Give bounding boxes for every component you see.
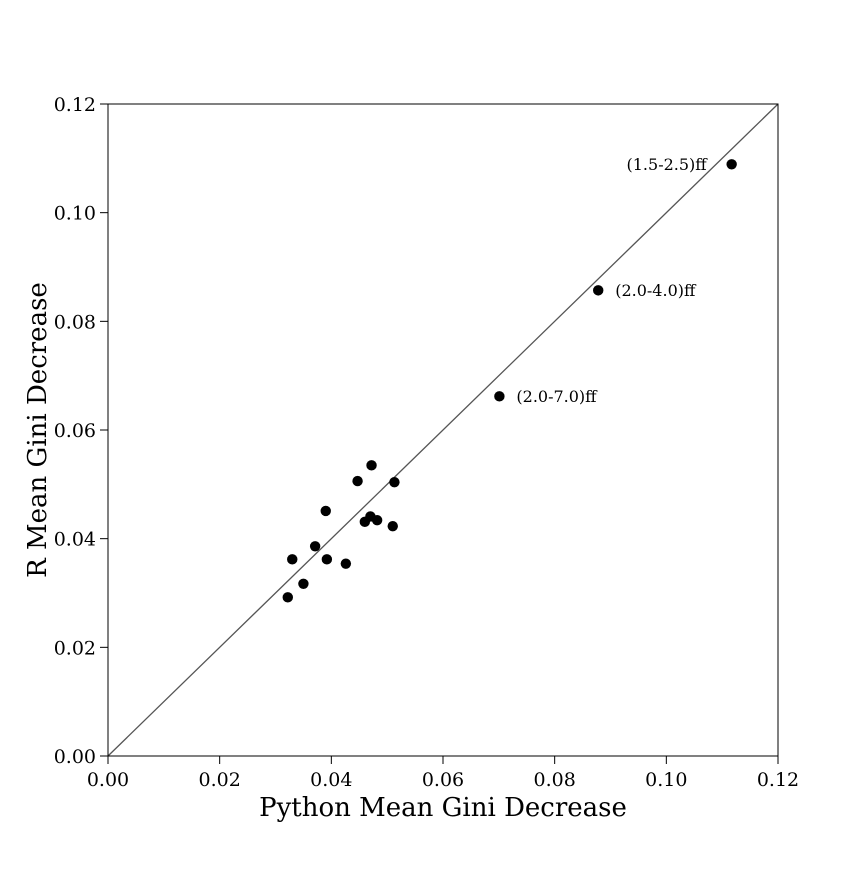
scatter-point (366, 460, 377, 471)
identity-line (107, 103, 779, 757)
y-tick-label: 0.12 (54, 94, 96, 116)
y-tick-label: 0.04 (54, 529, 96, 551)
y-tick-label: 0.08 (54, 311, 96, 333)
x-tick-label: 0.06 (422, 769, 464, 791)
x-tick-label: 0.02 (199, 769, 241, 791)
scatter-point (593, 285, 604, 296)
scatter-point (287, 554, 298, 565)
point-annotation: (2.0-7.0)ff (516, 387, 598, 406)
point-annotation: (1.5-2.5)ff (627, 155, 709, 174)
x-tick-label: 0.00 (87, 769, 129, 791)
scatter-point (298, 578, 309, 589)
scatter-point (320, 505, 331, 517)
scatter-point (389, 476, 400, 488)
y-tick-label: 0.10 (54, 203, 96, 225)
scatter-point (387, 520, 398, 532)
scatter-point (340, 558, 352, 569)
y-tick-label: 0.06 (54, 420, 96, 442)
scatter-point (321, 554, 333, 565)
x-axis-title: Python Mean Gini Decrease (259, 793, 627, 823)
x-tick-label: 0.04 (310, 769, 352, 791)
scatter-point (282, 592, 293, 603)
scatter-point (371, 514, 383, 526)
point-annotation: (2.0-4.0)ff (615, 281, 697, 300)
y-axis-title: R Mean Gini Decrease (23, 282, 53, 578)
y-tick-label: 0.02 (54, 637, 96, 659)
x-tick-label: 0.10 (645, 769, 687, 791)
x-tick-label: 0.08 (534, 769, 576, 791)
scatter-point (309, 541, 321, 552)
scatter-point (352, 475, 363, 487)
y-tick-label: 0.00 (54, 746, 96, 768)
scatter-point (726, 159, 737, 170)
x-tick-label: 0.12 (757, 769, 799, 791)
scatter-point (494, 391, 505, 402)
